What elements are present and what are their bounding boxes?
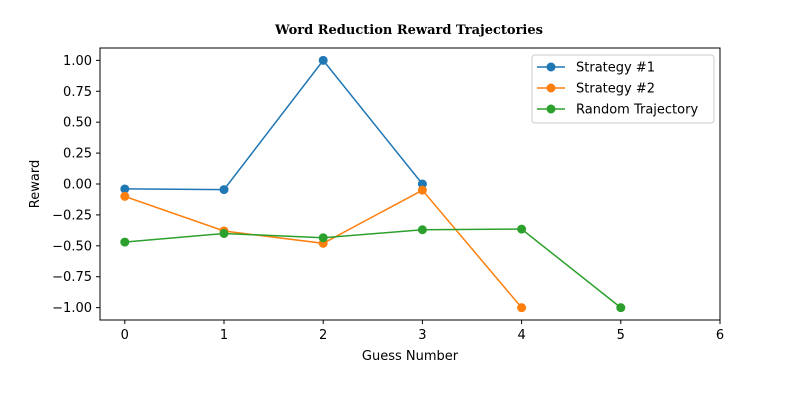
legend-label: Strategy #2 xyxy=(576,82,655,97)
series-line xyxy=(124,228,622,309)
legend-marker xyxy=(546,83,556,93)
legend-item: Strategy #2 xyxy=(537,82,655,97)
legend-box xyxy=(531,54,715,124)
legend-marker xyxy=(546,104,556,114)
legend-item: Random Trajectory xyxy=(537,103,698,118)
x-tick-label: 5 xyxy=(617,328,625,343)
data-point xyxy=(120,184,130,194)
y-tick-label: −0.25 xyxy=(52,208,92,223)
y-tick-label: 1.00 xyxy=(63,54,92,69)
x-tick-label: 0 xyxy=(121,328,129,343)
series-line xyxy=(124,189,523,309)
chart-title: Word Reduction Reward Trajectories xyxy=(274,23,543,38)
series-3 xyxy=(120,224,626,313)
legend-label: Random Trajectory xyxy=(576,103,698,118)
data-point xyxy=(120,237,130,247)
data-point xyxy=(517,303,527,313)
y-tick-label: 0.75 xyxy=(63,85,92,100)
y-axis-label: Reward xyxy=(28,160,43,208)
x-tick-label: 3 xyxy=(418,328,426,343)
x-tick-label: 1 xyxy=(220,328,228,343)
data-point xyxy=(120,191,130,201)
data-point xyxy=(417,225,427,235)
legend-marker xyxy=(546,62,556,72)
series-line xyxy=(124,59,423,191)
legend-label: Strategy #1 xyxy=(576,61,655,76)
y-tick-label: 0.25 xyxy=(63,147,92,162)
legend: Strategy #1 Strategy #2 Random Trajectory xyxy=(531,54,715,124)
y-tick-label: −0.50 xyxy=(52,239,92,254)
x-tick-label: 6 xyxy=(716,328,724,343)
y-tick-label: 0.50 xyxy=(63,116,92,131)
series-2 xyxy=(120,185,527,313)
data-point xyxy=(417,179,427,189)
data-point xyxy=(219,228,229,238)
data-point xyxy=(219,185,229,195)
data-point xyxy=(417,185,427,195)
data-point xyxy=(616,303,626,313)
x-tick-label: 2 xyxy=(319,328,327,343)
data-point xyxy=(517,224,527,234)
series-1 xyxy=(120,55,427,195)
data-point xyxy=(318,233,328,243)
data-point xyxy=(318,55,328,65)
y-tick-label: −1.00 xyxy=(52,301,92,316)
legend-item: Strategy #1 xyxy=(537,61,655,76)
y-tick-label: −0.75 xyxy=(52,270,92,285)
x-axis-label: Guess Number xyxy=(362,349,459,364)
y-tick-label: 0.00 xyxy=(63,178,92,193)
x-tick-label: 4 xyxy=(517,328,525,343)
